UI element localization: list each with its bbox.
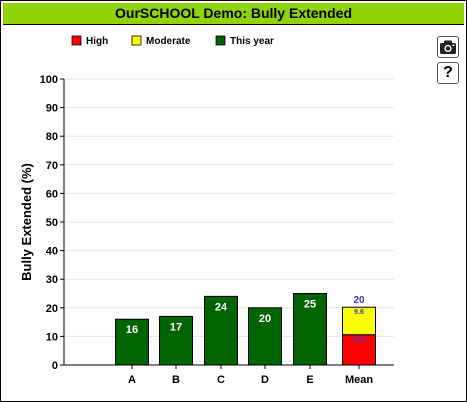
y-tick-label: 10 xyxy=(46,331,58,343)
legend-label: High xyxy=(86,36,108,47)
y-tick-label: 40 xyxy=(46,246,58,258)
y-tick-label: 0 xyxy=(52,360,58,372)
camera-glyph xyxy=(440,40,456,54)
bar-this-year xyxy=(293,293,327,366)
bar-this-year xyxy=(204,295,238,366)
x-tick-label: C xyxy=(217,374,225,386)
y-tick-label: 60 xyxy=(46,188,58,200)
data-label: 16 xyxy=(126,324,138,336)
y-tick-label: 100 xyxy=(40,74,58,86)
y-tick-label: 70 xyxy=(46,160,58,172)
legend-label: Moderate xyxy=(146,36,191,47)
data-label: 25 xyxy=(304,299,316,311)
bar-this-year xyxy=(115,318,149,366)
y-tick-label: 30 xyxy=(46,274,58,286)
x-tick-label: E xyxy=(306,374,313,386)
data-label: 24 xyxy=(215,301,228,313)
legend-swatch xyxy=(215,35,226,46)
legend-swatch xyxy=(131,35,142,46)
data-label: 9.6 xyxy=(354,309,364,316)
y-axis-title: Bully Extended (%) xyxy=(19,163,34,281)
y-tick-label: 50 xyxy=(46,217,58,229)
bar-this-year xyxy=(248,307,282,366)
y-tick-label: 20 xyxy=(46,303,58,315)
x-tick-label: B xyxy=(172,374,180,386)
total-label: 20 xyxy=(353,295,365,306)
y-tick-label: 80 xyxy=(46,131,58,143)
camera-icon[interactable] xyxy=(437,36,459,58)
legend-label: This year xyxy=(230,36,274,47)
chart-title-bar: OurSCHOOL Demo: Bully Extended xyxy=(3,3,464,25)
legend-swatch xyxy=(71,35,82,46)
y-tick-label: 90 xyxy=(46,103,58,115)
data-label: 10.6 xyxy=(352,337,366,344)
help-button[interactable]: ? xyxy=(437,62,459,84)
x-tick-label: Mean xyxy=(345,374,373,386)
data-label: 17 xyxy=(170,321,182,333)
bar-moderate xyxy=(342,306,376,336)
x-tick-label: A xyxy=(128,374,136,386)
x-tick-label: D xyxy=(261,374,269,386)
data-label: 20 xyxy=(259,313,271,325)
bar-this-year xyxy=(159,315,193,366)
